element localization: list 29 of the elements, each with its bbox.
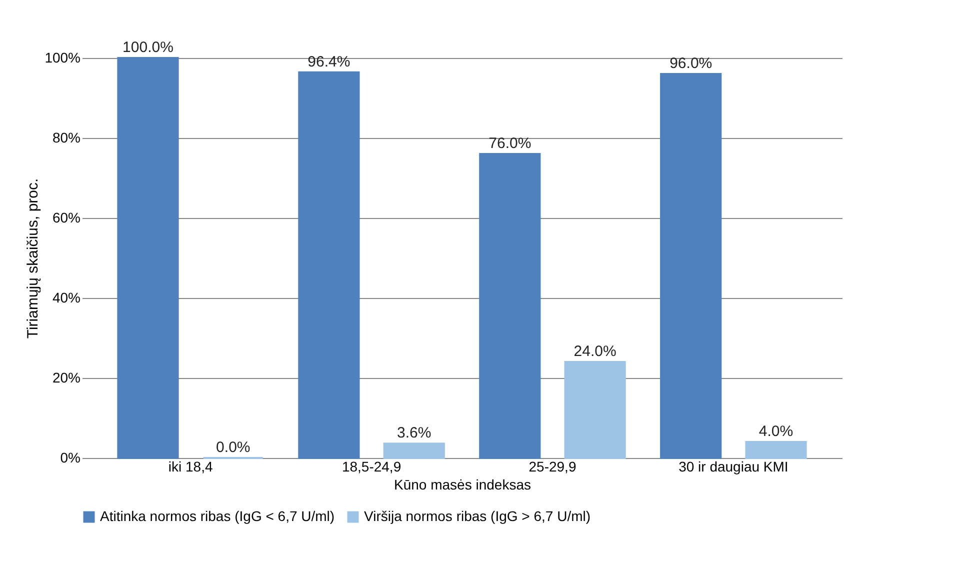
y-tick-label: 80% [52,130,80,146]
bar [479,153,541,459]
y-tick-label: 0% [60,450,80,466]
bar [745,441,807,459]
y-tick-label: 100% [44,50,80,66]
data-label: 76.0% [488,135,532,152]
bar [660,73,722,459]
x-tick-label: iki 18,4 [168,458,213,474]
data-label: 0.0% [216,439,250,456]
bar [117,57,179,459]
data-label: 3.6% [397,424,432,442]
data-label: 96.4% [308,53,350,70]
data-label: 24.0% [574,343,616,360]
y-tick-label: 20% [52,370,80,386]
y-tick-label: 40% [52,290,80,306]
legend-label: Atitinka normos ribas (IgG < 6,7 U/ml) [100,508,335,524]
x-tick-label: 25-29,9 [528,458,576,474]
x-tick-label: 18,5-24,9 [342,458,402,474]
bar [564,361,626,459]
x-tick-label: 30 ir daugiau KMI [678,458,788,474]
data-label: 4.0% [758,423,794,440]
y-tick-label: 60% [52,210,80,226]
bar [298,71,360,459]
legend-label: Viršija normos ribas (IgG > 6,7 U/ml) [364,508,591,524]
x-axis-title: Kūno masės indeksas [394,476,531,492]
data-label: 96.0% [670,55,712,72]
y-axis-title: Tiriamųjų skaičius, proc. [24,178,42,339]
bar [383,442,445,459]
data-label: 100.0% [122,39,174,56]
